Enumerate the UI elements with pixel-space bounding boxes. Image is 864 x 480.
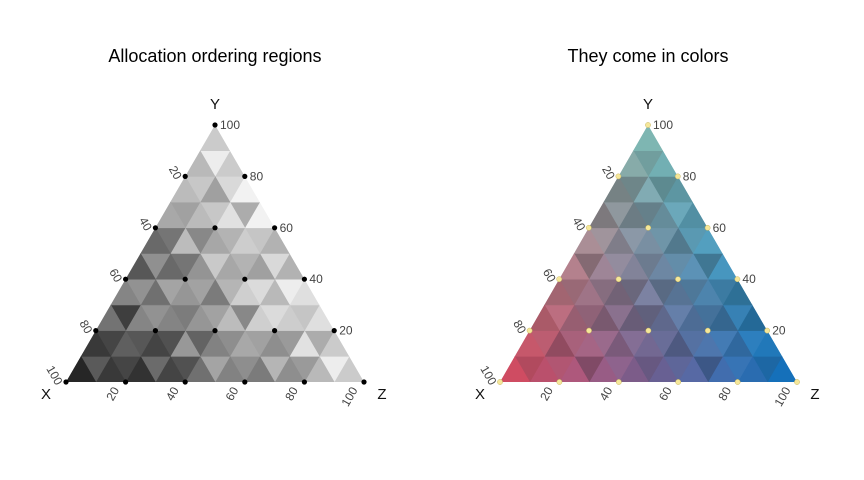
data-point xyxy=(497,379,503,385)
region-cell xyxy=(125,252,156,280)
data-point xyxy=(212,328,218,334)
region-cell xyxy=(573,227,605,254)
y-axis-tick-label: 80 xyxy=(250,169,264,183)
vertex-label-y: Y xyxy=(643,96,653,113)
x-axis-tick-label: 40 xyxy=(136,215,155,234)
data-point xyxy=(272,328,278,334)
data-point xyxy=(645,122,651,128)
data-point xyxy=(675,276,681,283)
y-axis-tick-label: 100 xyxy=(653,118,673,132)
x-axis-tick-label: 60 xyxy=(106,266,125,285)
data-point xyxy=(182,379,188,385)
z-axis-tick-label: 60 xyxy=(656,384,675,403)
data-point xyxy=(615,379,622,385)
z-axis-tick-label: 20 xyxy=(103,384,122,403)
y-axis-tick-label: 20 xyxy=(339,324,353,338)
chart-title: Allocation ordering regions xyxy=(108,46,321,66)
data-point xyxy=(615,173,622,180)
data-point xyxy=(526,327,533,334)
data-point xyxy=(586,327,592,334)
data-point xyxy=(556,379,563,385)
z-axis-tick-label: 40 xyxy=(597,384,616,403)
z-axis-tick-label: 80 xyxy=(715,384,734,403)
region-cell xyxy=(529,304,560,331)
data-point xyxy=(556,276,563,283)
data-point xyxy=(615,276,622,283)
z-axis-tick-label: 20 xyxy=(537,384,556,403)
data-point xyxy=(645,224,652,231)
data-point xyxy=(645,327,652,334)
vertex-label-x: X xyxy=(475,386,485,403)
data-point xyxy=(63,379,69,385)
y-axis-tick-label: 80 xyxy=(683,169,697,183)
region-cell xyxy=(169,175,201,203)
x-axis-tick-label: 80 xyxy=(510,318,529,337)
x-axis-tick-label: 100 xyxy=(477,363,499,388)
region-cell xyxy=(543,278,575,306)
data-point xyxy=(182,276,188,282)
data-point xyxy=(704,224,711,231)
region-cell xyxy=(95,304,127,331)
data-point xyxy=(704,327,711,334)
y-axis-tick-label: 60 xyxy=(280,221,294,235)
y-axis-tick-label: 40 xyxy=(309,272,323,286)
x-axis-tick-label: 60 xyxy=(540,266,559,285)
allocation-regions xyxy=(66,125,364,382)
x-axis-tick-label: 20 xyxy=(166,163,185,182)
data-point xyxy=(331,328,337,334)
data-point xyxy=(301,379,307,385)
data-point xyxy=(152,225,158,231)
data-point xyxy=(123,276,129,282)
data-point xyxy=(272,225,278,231)
z-axis-tick-label: 100 xyxy=(338,384,360,409)
y-axis-tick-label: 20 xyxy=(772,324,786,338)
x-axis-tick-label: 80 xyxy=(77,318,96,337)
data-point xyxy=(93,328,99,334)
allocation-regions xyxy=(500,125,797,382)
data-point xyxy=(361,379,367,385)
ternary-panel-grayscale: Allocation ordering regions X Y Z 20 40 60 80 1… xyxy=(41,46,387,409)
chart-title: They come in colors xyxy=(567,46,728,66)
region-cell xyxy=(154,201,186,229)
data-point xyxy=(301,276,307,282)
data-point xyxy=(212,225,218,231)
y-axis-tick-label: 100 xyxy=(220,118,240,132)
data-point xyxy=(242,276,248,282)
data-point xyxy=(152,328,158,334)
data-point xyxy=(212,122,218,128)
z-axis-tick-label: 60 xyxy=(223,384,242,403)
region-cell xyxy=(617,150,649,177)
y-axis-tick-label: 40 xyxy=(742,272,756,286)
y-axis-tick-label: 60 xyxy=(713,221,727,235)
data-point xyxy=(764,327,771,334)
vertex-label-x: X xyxy=(41,386,51,403)
region-cell xyxy=(603,175,634,203)
ternary-panel-color: They come in colors X Y Z 20 40 60 80 100 100 80 6… xyxy=(475,46,820,409)
data-point xyxy=(242,173,248,179)
z-axis-tick-label: 80 xyxy=(282,384,301,403)
vertex-label-y: Y xyxy=(210,96,220,113)
x-axis-tick-label: 20 xyxy=(599,163,618,182)
data-point xyxy=(182,173,188,179)
vertex-label-z: Z xyxy=(810,386,819,403)
z-axis-tick-label: 40 xyxy=(163,384,182,403)
data-point xyxy=(794,379,800,385)
data-point xyxy=(734,276,741,283)
data-point xyxy=(585,224,592,231)
region-cell xyxy=(80,330,112,357)
data-point xyxy=(734,379,741,385)
x-axis-tick-label: 40 xyxy=(570,215,589,234)
x-axis-tick-label: 100 xyxy=(43,363,65,388)
region-cell xyxy=(199,125,231,151)
data-point xyxy=(123,379,129,385)
data-point xyxy=(675,379,682,385)
vertex-label-z: Z xyxy=(377,386,386,403)
z-axis-tick-label: 100 xyxy=(771,384,793,409)
data-point xyxy=(674,173,681,180)
data-point xyxy=(242,379,248,385)
